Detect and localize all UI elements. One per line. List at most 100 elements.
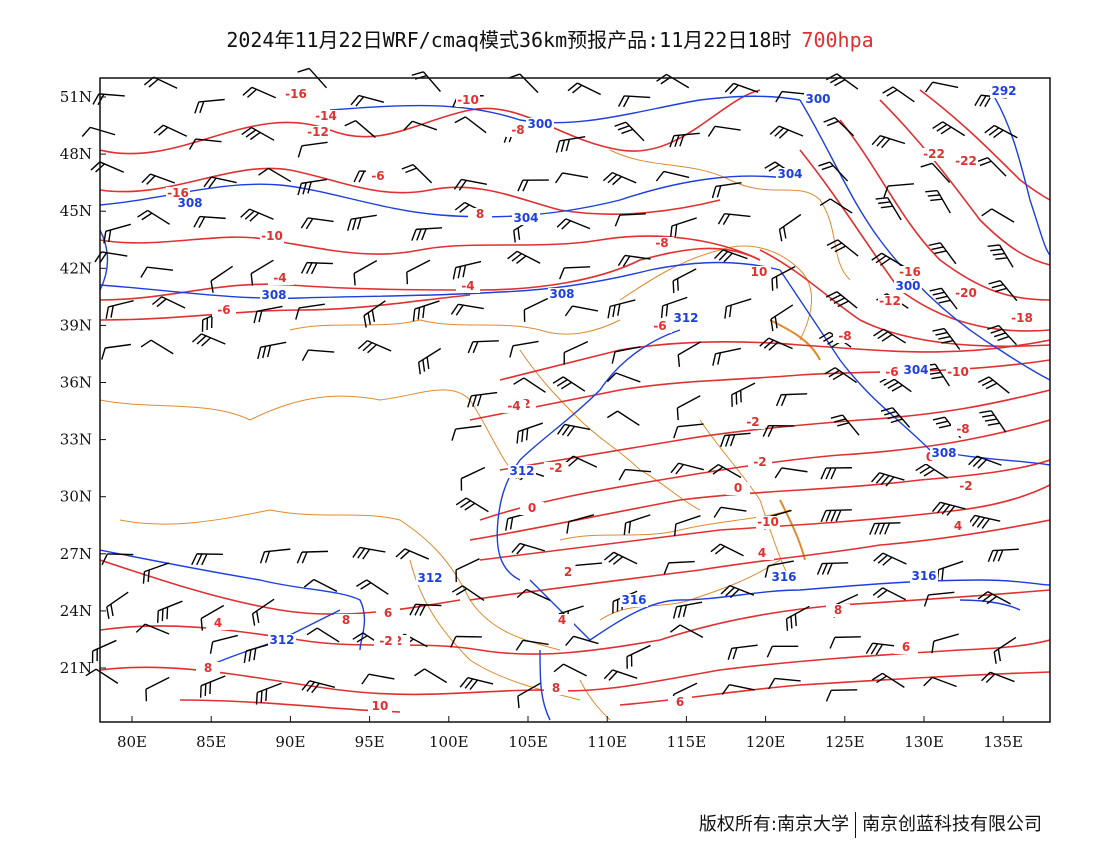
wind-barb	[191, 553, 223, 566]
wind-barb	[145, 676, 170, 702]
wind-barb	[924, 81, 959, 93]
wind-barb	[200, 604, 225, 631]
lat-tick-label: 24N	[60, 602, 92, 620]
wind-barb	[873, 552, 907, 566]
wind-barb	[91, 639, 117, 664]
temperature-label-bg	[306, 126, 330, 139]
wind-barb	[209, 634, 238, 654]
latitude-axis: 51N 48N 45N 42N 39N 36N 33N 30N 27N 24N 21N	[60, 88, 106, 677]
height-label: 316	[621, 593, 646, 607]
wind-barb	[721, 684, 755, 695]
height-label-bg	[902, 364, 930, 377]
wind-barb	[194, 98, 225, 114]
lat-tick-label: 30N	[60, 488, 92, 506]
temperature-label-bg	[544, 682, 568, 695]
wind-barb	[711, 181, 742, 199]
height-label: 316	[771, 570, 796, 584]
longitude-axis: 80E 85E 90E 95E 100E 105E 110E 115E 120E 125E 130E…	[117, 716, 1023, 751]
height-label-bg	[416, 572, 444, 585]
wind-barb	[297, 141, 328, 158]
height-label-bg	[512, 212, 540, 225]
wind-barb	[932, 327, 961, 350]
wind-barb	[523, 297, 549, 322]
height-labels: 308 300 304 308 308 312 312 312 304 300 300 292 316 3…	[176, 84, 1018, 647]
wind-barb	[106, 591, 129, 619]
height-label: 316	[911, 569, 936, 583]
wind-barb	[240, 208, 274, 222]
wind-barb	[242, 86, 276, 99]
wind-barb	[467, 340, 499, 354]
temperature-label-bg	[206, 617, 230, 630]
wind-barb	[987, 244, 1014, 268]
wind-barb	[820, 509, 852, 523]
wind-barb	[140, 266, 174, 278]
height-label: 304	[777, 167, 802, 181]
wind-barb	[871, 135, 906, 149]
height-label: 300	[805, 92, 830, 106]
temperature-label: -8	[956, 422, 969, 436]
height-label-bg	[268, 634, 296, 647]
wind-barb	[250, 259, 274, 286]
wind-barb	[352, 546, 386, 560]
temperature-label: -6	[653, 319, 666, 333]
wind-barb	[670, 462, 704, 475]
lon-tick-label: 80E	[117, 733, 147, 751]
height-label-bg	[770, 571, 798, 584]
temperature-label-bg	[456, 280, 480, 293]
wind-barb	[614, 121, 645, 142]
temperature-label-bg	[756, 516, 780, 529]
wind-barb	[455, 497, 489, 513]
temperature-label: -6	[885, 365, 898, 379]
height-label-bg	[804, 93, 832, 106]
temperature-label-bg	[166, 187, 190, 200]
wind-barb	[762, 424, 795, 437]
wind-barb	[451, 585, 485, 602]
wind-barb	[137, 209, 171, 225]
wind-barb	[871, 252, 905, 268]
map-frame	[99, 77, 1051, 723]
wind-barb	[713, 249, 748, 263]
lon-tick-label: 105E	[508, 733, 548, 751]
temperature-label-bg	[648, 320, 672, 333]
wind-barb	[564, 305, 599, 317]
wind-barb	[347, 214, 377, 231]
lat-tick-label: 33N	[60, 431, 92, 449]
wind-barb	[467, 391, 498, 408]
wind-barb	[140, 339, 174, 355]
temperature-label: -22	[955, 154, 977, 168]
wind-barb	[823, 117, 855, 137]
wind-barb	[923, 591, 955, 607]
wind-barb	[771, 266, 796, 291]
wind-barb	[920, 162, 951, 184]
temperature-label: 0	[528, 501, 536, 515]
height-label: 292	[991, 84, 1016, 98]
wind-barb	[672, 601, 703, 619]
temperature-label-bg	[826, 604, 850, 617]
wind-barb	[672, 268, 697, 293]
height-label: 300	[895, 279, 920, 293]
temperature-label-bg	[1010, 312, 1034, 325]
wind-barb	[555, 172, 589, 184]
temperature-label: 8	[204, 661, 212, 675]
height-label-bg	[526, 118, 554, 131]
lat-tick-label: 51N	[60, 88, 92, 106]
temperature-label: 4	[214, 616, 222, 630]
temperature-label: -2	[379, 634, 392, 648]
temperature-label-bg	[366, 170, 390, 183]
wind-barb	[669, 217, 697, 239]
wind-barb	[607, 299, 636, 319]
wind-barb	[450, 303, 484, 316]
wind-barb	[452, 260, 482, 280]
temperature-label: 6	[384, 606, 392, 620]
temperature-label: -8	[655, 236, 668, 250]
lat-tick-label: 48N	[60, 145, 92, 163]
temperature-label: 8	[342, 613, 350, 627]
temperature-label-bg	[502, 400, 526, 413]
wind-barb	[257, 341, 287, 360]
wind-barb	[611, 346, 641, 364]
temperature-label-bg	[668, 696, 692, 709]
height-label: 308	[549, 287, 574, 301]
height-label: 312	[269, 633, 294, 647]
wind-barb	[105, 299, 134, 319]
wind-barb	[395, 548, 430, 560]
